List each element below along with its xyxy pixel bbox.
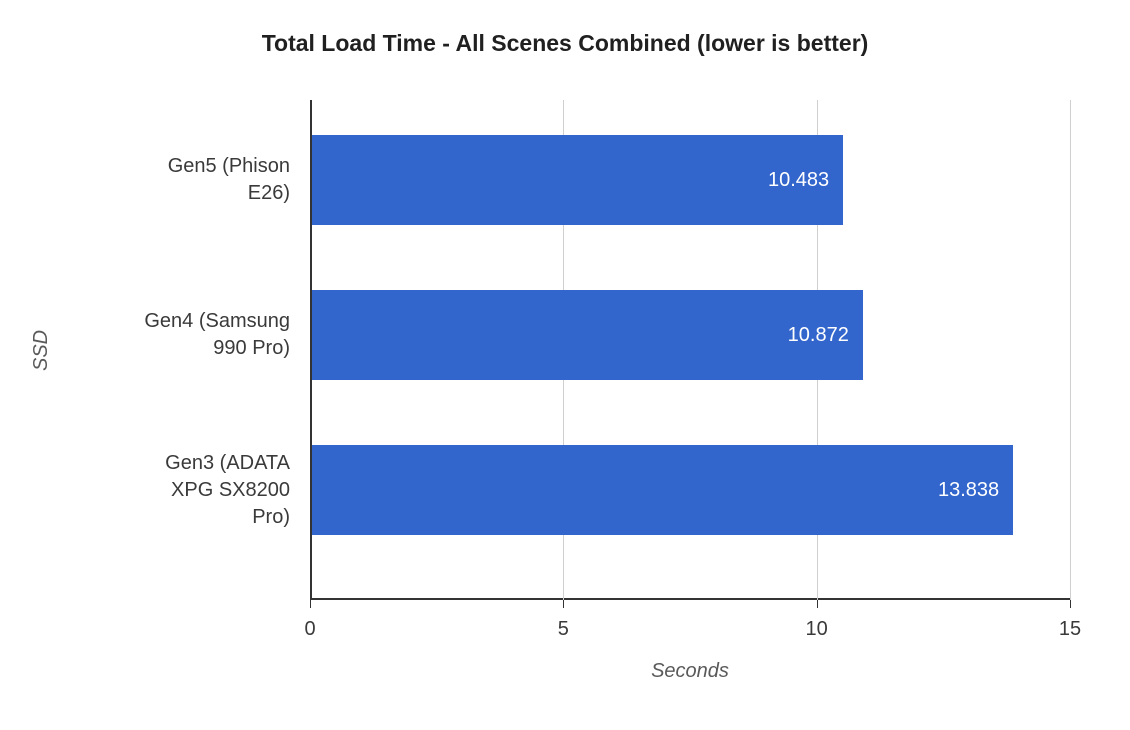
plot-area: 10.483 10.872 13.838: [310, 100, 1070, 600]
category-label: Gen4 (Samsung990 Pro): [90, 308, 290, 362]
category-label-line: Gen4 (Samsung: [90, 308, 290, 335]
chart-title: Total Load Time - All Scenes Combined (l…: [0, 30, 1130, 57]
bar: 10.483: [312, 135, 843, 225]
y-axis-label: SSD: [30, 100, 53, 600]
category-label-line: XPG SX8200: [90, 477, 290, 504]
x-tick-mark: [817, 600, 818, 608]
category-label: Gen3 (ADATAXPG SX8200Pro): [90, 450, 290, 531]
x-tick-label: 5: [558, 618, 569, 641]
x-tick-mark: [310, 600, 311, 608]
x-tick-label: 10: [806, 618, 828, 641]
category-label: Gen5 (PhisonE26): [90, 153, 290, 207]
category-label-line: Pro): [90, 504, 290, 531]
bar: 13.838: [312, 445, 1013, 535]
category-label-line: Gen5 (Phison: [90, 153, 290, 180]
bar-value-label: 13.838: [938, 479, 999, 502]
chart-container: Total Load Time - All Scenes Combined (l…: [0, 0, 1130, 730]
gridline: [1070, 100, 1071, 600]
category-label-line: Gen3 (ADATA: [90, 450, 290, 477]
bar: 10.872: [312, 290, 863, 380]
bar-value-label: 10.483: [768, 169, 829, 192]
category-label-line: E26): [90, 180, 290, 207]
category-label-line: 990 Pro): [90, 335, 290, 362]
x-tick-label: 15: [1059, 618, 1081, 641]
x-tick-label: 0: [304, 618, 315, 641]
x-axis-label: Seconds: [310, 660, 1070, 700]
bar-value-label: 10.872: [788, 324, 849, 347]
x-tick-mark: [1070, 600, 1071, 608]
x-axis-line: [310, 598, 1070, 600]
x-tick-mark: [563, 600, 564, 608]
